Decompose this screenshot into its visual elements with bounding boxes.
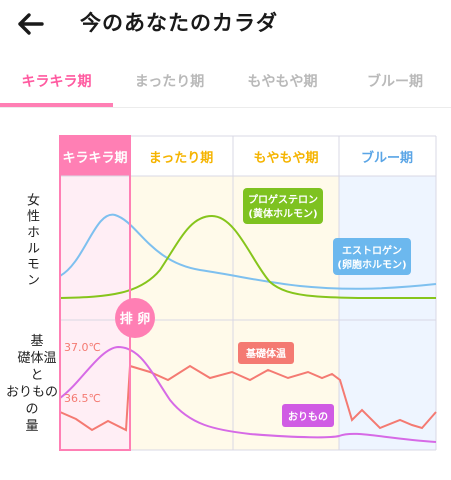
phase-label-blue: ブルー期 xyxy=(361,150,413,166)
tab-divider xyxy=(0,107,451,108)
page-title: 今のあなたのカラダ xyxy=(80,11,278,35)
discharge-axis-label: 基 礎体温と おりものの 量 xyxy=(5,334,58,434)
progesterone-label-1: プロゲステロン xyxy=(248,193,318,206)
progesterone-curve xyxy=(59,214,437,300)
estrogen-label-1: エストロゲン xyxy=(342,244,402,257)
discharge-curve xyxy=(59,345,437,443)
phase-bg-mattari xyxy=(130,136,233,450)
temp-high-label: 37.0℃ xyxy=(64,341,101,354)
ovulation-marker xyxy=(115,298,155,338)
phase-tabs: キラキラ期 まったり期 もやもや期 ブルー期 xyxy=(0,62,451,108)
tab-mattari[interactable]: まったり期 xyxy=(134,74,205,90)
progesterone-badge xyxy=(243,188,323,224)
phase-bg-blue xyxy=(339,136,436,450)
cycle-chart: キラキラ期 まったり期 もやもや期 ブルー期 排 卵 37.0℃ 36.5℃ プ… xyxy=(59,135,437,451)
arrow-left-icon xyxy=(18,13,44,35)
active-phase-border xyxy=(59,135,131,451)
phase-bg-moyamoya xyxy=(233,136,339,450)
phase-label-moyamoya: もやもや期 xyxy=(253,151,318,166)
tab-blue[interactable]: ブルー期 xyxy=(367,74,423,90)
app-header: 今のあなたのカラダ xyxy=(0,0,451,48)
back-button[interactable] xyxy=(16,10,46,38)
temp-low-label: 36.5℃ xyxy=(64,392,101,405)
phase-label-kirakira: キラキラ期 xyxy=(62,151,127,166)
tab-kirakira[interactable]: キラキラ期 xyxy=(21,74,92,90)
discharge-label: おりもの xyxy=(288,411,328,423)
hormone-axis-label: 女性ホルモン xyxy=(24,193,39,289)
discharge-badge xyxy=(282,404,334,427)
bbt-badge xyxy=(238,342,294,364)
bbt-line xyxy=(59,364,437,432)
phase-header-bg xyxy=(130,136,436,176)
phase-header-kirakira-bg xyxy=(60,136,130,176)
estrogen-badge xyxy=(333,238,411,275)
ovulation-label: 排 卵 xyxy=(120,311,151,327)
progesterone-label-2: (黄体ホルモン) xyxy=(248,207,317,220)
estrogen-label-2: (卵胞ホルモン) xyxy=(337,258,406,271)
bbt-label: 基礎体温 xyxy=(245,347,286,360)
phase-label-mattari: まったり期 xyxy=(149,151,213,166)
tab-moyamoya[interactable]: もやもや期 xyxy=(247,74,318,90)
estrogen-curve xyxy=(59,213,437,290)
active-tab-indicator xyxy=(0,103,113,107)
